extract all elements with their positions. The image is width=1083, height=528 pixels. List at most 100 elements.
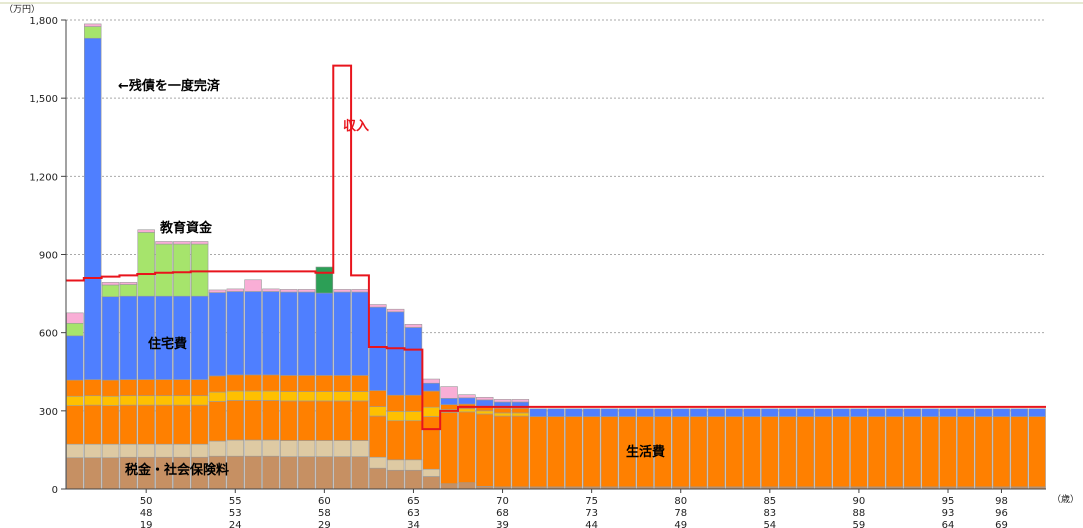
bar-segment-education xyxy=(155,243,173,297)
bar-segment-living xyxy=(761,416,779,488)
x-tick-label: 55 xyxy=(229,496,242,507)
bar-segment-housing xyxy=(190,295,209,380)
x-unit-label: （歳） xyxy=(1052,493,1079,505)
bar-stack xyxy=(939,408,957,490)
bar-stack xyxy=(974,408,993,490)
bar-segment-living xyxy=(511,415,530,488)
annotation-zansai: ←残債を一度完済 xyxy=(118,78,221,94)
bar-segment-education xyxy=(190,243,209,297)
bar-stack xyxy=(565,408,583,490)
bar-segment-pink xyxy=(208,289,227,293)
x-tick-label: 98 xyxy=(995,496,1008,507)
x-tick-label: 88 xyxy=(853,508,866,519)
bar-segment-living xyxy=(101,405,120,445)
bar-segment-housing xyxy=(244,291,262,376)
bar-segment-yellow xyxy=(208,391,227,402)
bar-segment-pink xyxy=(493,399,512,403)
bar-segment-tan xyxy=(280,440,298,457)
bar-segment-housing xyxy=(280,291,298,376)
bar-segment-tax xyxy=(351,456,369,490)
x-tick-label: 65 xyxy=(407,496,420,507)
bar-segment-pink xyxy=(84,23,102,27)
bar-stack xyxy=(903,408,922,490)
x-tick-label: 69 xyxy=(995,520,1008,528)
bar-segment-housing xyxy=(725,408,743,417)
bar-segment-living xyxy=(386,420,405,461)
bar-stack xyxy=(636,408,654,490)
bar-segment-housing xyxy=(832,408,850,417)
bar-segment-pink xyxy=(137,229,155,233)
bar-segment-yellow xyxy=(101,395,120,406)
bar-segment-housing xyxy=(761,408,779,417)
bar-stack xyxy=(725,408,743,490)
bar-stack xyxy=(155,241,173,490)
bar-segment-housing xyxy=(297,291,316,376)
bar-stack xyxy=(297,289,316,490)
bar-segment-tan xyxy=(333,440,351,457)
bar-segment-yellow xyxy=(386,411,405,422)
bar-stack xyxy=(778,408,797,490)
bar-stack xyxy=(992,408,1011,490)
bar-segment-pink xyxy=(440,386,458,399)
bar-segment-orange xyxy=(351,375,369,392)
y-tick-label: 900 xyxy=(39,251,58,262)
y-tick-label: 1,800 xyxy=(29,16,58,27)
y-tick-label: 1,200 xyxy=(29,172,58,183)
annotation-shunyu: 収入 xyxy=(343,119,369,134)
bar-segment-tax xyxy=(226,455,244,490)
bar-segment-housing xyxy=(707,408,726,417)
bar-segment-living xyxy=(155,404,173,445)
y-tick-label: 600 xyxy=(39,329,58,340)
bar-segment-living xyxy=(84,404,102,445)
bar-segment-tax xyxy=(404,469,423,490)
bar-segment-education xyxy=(84,26,102,39)
bar-segment-yellow xyxy=(137,395,155,406)
bar-segment-pink xyxy=(458,394,476,399)
bar-segment-tan xyxy=(66,443,84,459)
bar-segment-education xyxy=(137,232,155,297)
bar-segment-tax xyxy=(458,482,476,490)
income-line xyxy=(66,64,1046,431)
income-line-group xyxy=(66,64,1046,431)
bar-stack xyxy=(226,288,244,490)
bar-segment-living xyxy=(1010,416,1028,488)
bar-segment-living xyxy=(725,416,743,488)
bar-stack xyxy=(814,408,832,490)
bar-segment-yellow xyxy=(190,395,209,406)
bar-segment-green xyxy=(315,266,334,294)
x-tick-label: 93 xyxy=(942,508,955,519)
bar-segment-yellow xyxy=(511,412,530,417)
bar-stack xyxy=(547,408,565,490)
bar-segment-living xyxy=(297,400,316,441)
bar-segment-pink xyxy=(386,308,405,313)
bar-segment-pink xyxy=(369,304,387,308)
bar-segment-tan xyxy=(297,440,316,457)
x-tick-label: 29 xyxy=(318,520,331,528)
bar-segment-housing xyxy=(333,291,351,376)
x-tick-label: 90 xyxy=(853,496,866,507)
bar-stack xyxy=(173,241,191,490)
bar-segment-tan xyxy=(315,440,334,457)
bar-segment-living xyxy=(333,400,351,441)
bar-segment-living xyxy=(190,404,209,445)
bar-segment-housing xyxy=(1028,408,1046,417)
bar-segment-housing xyxy=(262,291,280,376)
bar-stack xyxy=(654,408,672,490)
bar-segment-yellow xyxy=(280,391,298,402)
bar-segment-pink xyxy=(280,289,298,293)
bar-segment-housing xyxy=(529,408,547,417)
x-tick-label: 73 xyxy=(585,508,598,519)
bar-segment-yellow xyxy=(155,395,173,406)
x-tick-label: 59 xyxy=(853,520,866,528)
annotation-zeikin: 税金・社会保険料 xyxy=(125,462,229,478)
bar-stack xyxy=(404,324,423,490)
bar-segment-tan xyxy=(404,459,423,471)
bar-segment-living xyxy=(404,420,423,461)
bar-segment-pink xyxy=(244,279,262,292)
bar-segment-education xyxy=(66,322,84,337)
bar-segment-living xyxy=(743,416,761,488)
bar-segment-tan xyxy=(84,443,102,459)
bar-segment-living xyxy=(226,400,244,441)
bar-segment-housing xyxy=(636,408,654,417)
bar-segment-living xyxy=(422,416,440,470)
